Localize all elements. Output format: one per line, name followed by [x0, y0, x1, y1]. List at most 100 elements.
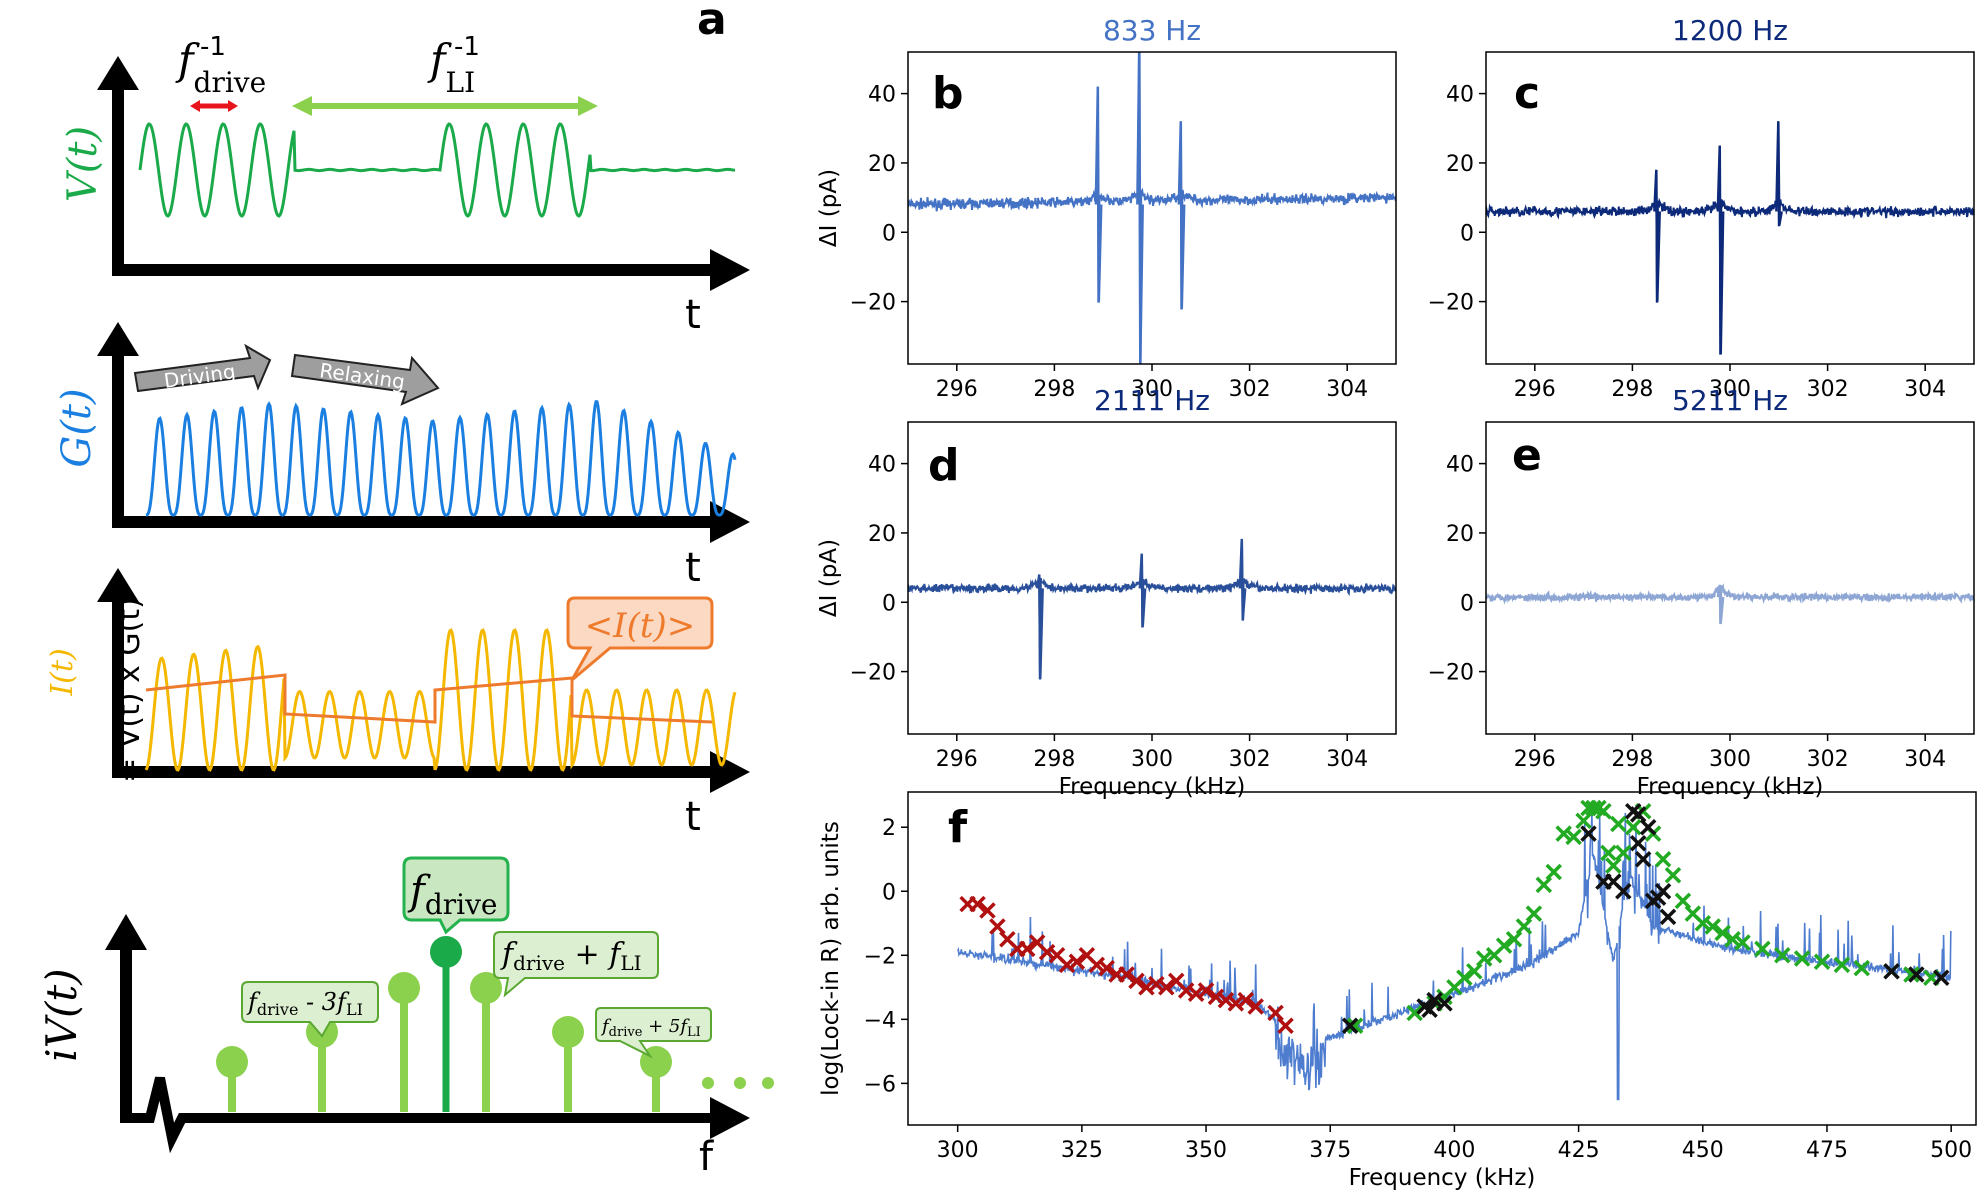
data-point-green [1714, 924, 1731, 942]
trace-b [908, 52, 1396, 364]
spectrum-stem-head [470, 972, 502, 1004]
callout-plus5-label: fdrive + 5fLI [600, 1016, 701, 1040]
y-tick-label: −20 [1428, 291, 1474, 316]
callout-fdrive: fdrive [402, 856, 510, 935]
y-tick-label: 0 [882, 880, 896, 905]
x-tick-label: 304 [1326, 747, 1368, 772]
y-tick-label: 20 [868, 152, 896, 177]
data-point-green [1903, 966, 1920, 983]
data-point-black [1654, 883, 1672, 900]
chart-c: 1200 Hz 296 298 300 302 304 −20 0 20 40 c [1428, 14, 1975, 402]
gt-label: G(t) [54, 388, 100, 467]
relaxing-label: Relaxing [318, 358, 406, 394]
resonance-feature [1094, 86, 1103, 302]
resonance-feature [1036, 574, 1044, 679]
axes-frame-f [907, 791, 1977, 1126]
data-point-green [1774, 947, 1791, 964]
chart-title-d: 2111 Hz [1094, 384, 1210, 417]
data-point-black [1436, 995, 1453, 1012]
data-point-red [1088, 956, 1105, 974]
y-tick-label: 20 [868, 522, 896, 547]
chart-title-e: 5211 Hz [1672, 384, 1788, 417]
x-tick-label: 375 [1309, 1138, 1351, 1163]
data-point-green [1406, 1004, 1423, 1022]
it-waveform [144, 628, 737, 772]
data-point-red [1038, 943, 1056, 961]
y-tick-label: −20 [850, 291, 896, 316]
data-point-red [1058, 956, 1076, 974]
data-point-red [1227, 995, 1245, 1012]
data-point-green [1610, 815, 1627, 833]
data-point-red [1277, 1017, 1294, 1034]
series-red [959, 895, 1294, 1034]
data-point-red [1158, 979, 1175, 996]
y-tick-label: 20 [1446, 152, 1474, 177]
trace-c [1486, 121, 1974, 355]
x-tick-label: 304 [1904, 747, 1946, 772]
x-tick-label: 475 [1806, 1138, 1848, 1163]
driving-arrow: Driving [133, 343, 272, 393]
data-point-green [1555, 825, 1572, 842]
mean-current-label: <I(t)> [585, 606, 696, 646]
panel-label-e: e [1512, 430, 1542, 481]
vt-t-label: t [685, 292, 701, 338]
fli-inv-exponent: -1 [454, 32, 480, 62]
data-point-green [1505, 931, 1523, 948]
data-point-red [1148, 975, 1165, 993]
data-point-green [1466, 963, 1483, 980]
resonance-feature [1136, 52, 1144, 364]
x-tick-label: 298 [1033, 377, 1075, 402]
data-point-black [1908, 966, 1925, 983]
data-point-green [1600, 844, 1617, 862]
data-point-green [1615, 844, 1632, 862]
data-point-green [1525, 905, 1543, 922]
data-point-green [1545, 863, 1563, 881]
y-tick-label: −4 [864, 1008, 896, 1033]
y-tick-label: −6 [864, 1072, 896, 1097]
resonance-feature [1775, 121, 1783, 226]
plot-area-e [1486, 583, 1974, 625]
data-point-green [1605, 857, 1622, 874]
y-tick-label: 40 [868, 83, 896, 108]
ellipsis-dots [702, 1077, 774, 1089]
li-period-arrowhead-left [292, 96, 312, 116]
x-tick-label: 298 [1033, 747, 1075, 772]
plot-area-c [1486, 121, 1974, 355]
vt-waveform [138, 122, 736, 218]
y-tick-label: −20 [850, 661, 896, 686]
callout-plus-label: fdrive + fLI [500, 937, 642, 975]
fdrive-inv-label: fdrive [175, 35, 266, 99]
panel-label-f: f [948, 802, 968, 853]
x-tick-label: 300 [1131, 377, 1173, 402]
x-tick-label: 350 [1185, 1138, 1227, 1163]
x-tick-label: 500 [1930, 1138, 1972, 1163]
callout-fdrive-plus-fli: fdrive + fLI [493, 931, 659, 998]
data-point-red [1018, 940, 1036, 958]
chart-title-c: 1200 Hz [1672, 14, 1788, 47]
x-tick-label: 450 [1682, 1138, 1724, 1163]
x-tick-label: 302 [1229, 747, 1271, 772]
data-point-green [1654, 851, 1672, 868]
y-tick-label: 40 [868, 453, 896, 478]
data-point-red [1187, 985, 1205, 1002]
data-point-green [1625, 818, 1642, 836]
x-tick-label: 300 [1131, 747, 1173, 772]
data-point-red [1138, 979, 1155, 996]
fli-inv-label: fLI [427, 35, 475, 99]
y-tick-label: −2 [864, 944, 896, 969]
data-point-green [1754, 940, 1771, 958]
data-point-red [989, 918, 1006, 935]
data-point-green [1724, 931, 1741, 948]
y-tick-label: −20 [1428, 661, 1474, 686]
callout-fdrive-plus-5fli: fdrive + 5fLI [595, 1007, 712, 1059]
plot-area-f [956, 799, 1952, 1101]
spectrum-axes [105, 914, 750, 1154]
data-point-black [1341, 1017, 1359, 1034]
data-point-green [1535, 876, 1553, 894]
x-tick-label: 304 [1326, 377, 1368, 402]
chart-b: 833 Hz 296 298 300 302 304 −20 0 20 40 ΔI (pA) b [816, 14, 1397, 402]
axes-frame-e [1485, 421, 1975, 735]
schematic-panel-a: a V(t) t fdrive -1 fLI -1 G(t) t [37, 0, 774, 1180]
